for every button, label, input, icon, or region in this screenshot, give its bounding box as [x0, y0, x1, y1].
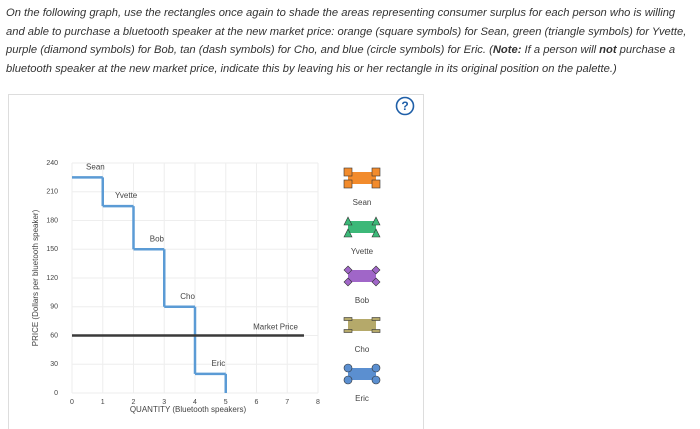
handle — [371, 375, 381, 385]
palette-label: Sean — [353, 198, 372, 207]
handle — [343, 228, 353, 238]
help-button[interactable] — [395, 96, 415, 116]
handle — [343, 179, 353, 189]
handle — [343, 265, 353, 275]
handle — [343, 317, 353, 321]
buyer-label: Cho — [180, 292, 195, 301]
x-tick-label: 3 — [162, 399, 166, 406]
y-axis-label: PRICE (Dollars per bluetooth speaker) — [31, 209, 40, 346]
surplus-rectangle[interactable] — [348, 172, 376, 184]
text: purchase a bluetooth speaker at the new … — [6, 44, 676, 75]
text: On the following graph, use the rectangl… — [6, 7, 687, 56]
palette-label: Yvette — [351, 247, 374, 256]
handle — [343, 363, 353, 373]
buyer-label: Yvette — [115, 191, 138, 200]
instructions: On the following graph, use the rectangl… — [6, 4, 696, 78]
y-tick-label: 210 — [46, 189, 58, 196]
buyer-label: Eric — [211, 359, 225, 368]
x-axis-label: QUANTITY (Bluetooth speakers) — [130, 405, 247, 414]
handle — [371, 363, 381, 373]
x-tick-label: 5 — [224, 399, 228, 406]
x-tick-label: 8 — [316, 399, 320, 406]
handle — [371, 317, 381, 321]
buyer-label: Sean — [86, 162, 105, 171]
palette-label: Cho — [355, 345, 370, 354]
y-tick-label: 30 — [50, 361, 58, 368]
palette-label: Eric — [355, 394, 369, 403]
graph-panel — [8, 94, 424, 429]
handle — [371, 277, 381, 287]
palette-label: Bob — [355, 296, 370, 305]
y-tick-label: 120 — [46, 275, 58, 282]
handle — [371, 265, 381, 275]
handle — [343, 329, 353, 333]
handle — [343, 216, 353, 226]
x-tick-label: 4 — [193, 399, 197, 406]
handle — [343, 277, 353, 287]
text: If a person will — [521, 44, 600, 56]
bold-text: not — [599, 44, 617, 56]
surplus-rectangle[interactable] — [348, 270, 376, 282]
handle — [371, 179, 381, 189]
x-tick-label: 6 — [255, 399, 259, 406]
surplus-rectangle[interactable] — [348, 368, 376, 380]
surplus-rectangle[interactable] — [348, 319, 376, 331]
y-tick-label: 60 — [50, 332, 58, 339]
y-tick-label: 180 — [46, 217, 58, 224]
x-tick-label: 1 — [101, 399, 105, 406]
buyer-label: Bob — [150, 234, 165, 243]
x-tick-label: 0 — [70, 399, 74, 406]
y-tick-label: 0 — [54, 390, 58, 397]
handle — [343, 167, 353, 177]
surplus-rectangle[interactable] — [348, 221, 376, 233]
market-price-label: Market Price — [253, 323, 298, 332]
handle — [371, 228, 381, 238]
y-tick-label: 90 — [50, 304, 58, 311]
handle — [343, 375, 353, 385]
help-icon[interactable]: ? — [401, 99, 408, 113]
x-tick-label: 2 — [132, 399, 136, 406]
y-tick-label: 150 — [46, 246, 58, 253]
handle — [371, 216, 381, 226]
handle — [371, 329, 381, 333]
y-tick-label: 240 — [46, 160, 58, 167]
handle — [371, 167, 381, 177]
x-tick-label: 7 — [285, 399, 289, 406]
bold-text: Note: — [492, 44, 522, 56]
